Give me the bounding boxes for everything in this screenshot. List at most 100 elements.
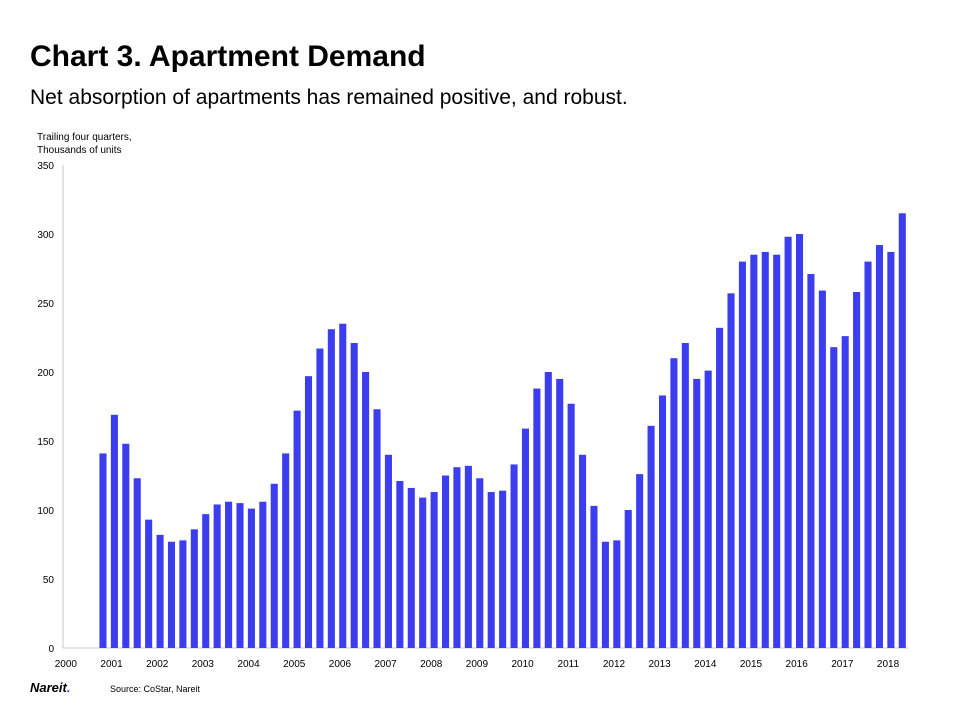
y-tick-label: 100 xyxy=(37,506,54,517)
y-tick-label: 350 xyxy=(37,161,54,172)
x-tick-label: 2015 xyxy=(740,659,763,670)
bar xyxy=(441,475,450,648)
y-axis-unit-label: Trailing four quarters, Thousands of uni… xyxy=(37,131,132,157)
y-axis-unit-line-1: Trailing four quarters, xyxy=(37,132,132,143)
bar xyxy=(681,343,689,648)
x-tick-label: 2004 xyxy=(237,659,260,670)
bar xyxy=(499,490,507,648)
bar xyxy=(225,501,233,648)
bar xyxy=(590,505,598,648)
y-axis: 0 50 100 150 200 250 300 350 xyxy=(37,161,64,655)
bar xyxy=(167,541,176,648)
x-tick-label: 2005 xyxy=(283,659,306,670)
bar xyxy=(875,245,883,649)
x-tick-label: 2012 xyxy=(603,659,626,670)
bar xyxy=(236,503,244,648)
x-axis: 2000 2001 2002 2003 2004 2005 2006 2007 2008 2009… xyxy=(55,647,908,670)
bar xyxy=(773,254,781,648)
bar xyxy=(761,251,769,648)
bar xyxy=(601,541,609,648)
bar xyxy=(887,251,895,648)
bar xyxy=(853,291,861,648)
bar xyxy=(487,492,495,648)
bar xyxy=(898,213,906,649)
bar xyxy=(190,529,198,648)
bar xyxy=(145,519,153,648)
bar xyxy=(544,372,552,648)
bar xyxy=(339,323,347,648)
bar xyxy=(350,343,358,648)
bar xyxy=(670,358,678,648)
x-tick-label: 2008 xyxy=(420,659,443,670)
bar xyxy=(738,261,746,648)
x-tick-label: 2003 xyxy=(192,659,215,670)
y-tick-label: 250 xyxy=(37,299,54,310)
bar xyxy=(784,236,792,648)
bar xyxy=(556,378,564,648)
bar xyxy=(830,347,838,648)
bar xyxy=(282,453,290,648)
bar xyxy=(179,540,187,648)
x-tick-label: 2011 xyxy=(558,659,580,670)
bar xyxy=(693,378,701,648)
page-subtitle: Net absorption of apartments has remaine… xyxy=(30,86,628,109)
x-tick-label: 2016 xyxy=(786,659,809,670)
bar xyxy=(453,467,461,648)
x-tick-label: 2013 xyxy=(649,659,672,670)
logo-text: Nareit xyxy=(30,680,67,695)
x-tick-label: 2010 xyxy=(511,659,534,670)
bar xyxy=(841,336,849,648)
bar xyxy=(122,443,130,648)
bar xyxy=(510,464,518,648)
bar xyxy=(624,510,632,648)
x-tick-label: 2018 xyxy=(877,659,900,670)
bar xyxy=(327,329,335,648)
bar xyxy=(533,388,541,648)
bar xyxy=(373,409,381,648)
bar xyxy=(247,508,255,648)
bar xyxy=(567,403,575,648)
page-title: Chart 3. Apartment Demand xyxy=(30,40,426,73)
bar xyxy=(579,454,587,648)
bar xyxy=(636,474,644,648)
bar xyxy=(795,234,804,648)
x-tick-label: 2014 xyxy=(694,659,717,670)
bar xyxy=(704,370,712,648)
bar xyxy=(99,453,107,648)
x-tick-label: 2007 xyxy=(374,659,397,670)
bar xyxy=(202,514,210,648)
y-tick-label: 150 xyxy=(37,437,54,448)
bar xyxy=(213,504,221,648)
y-tick-label: 200 xyxy=(37,368,54,379)
bar-series xyxy=(99,213,906,649)
bar xyxy=(304,376,313,648)
x-tick-label: 2000 xyxy=(55,659,78,670)
y-tick-label: 50 xyxy=(43,575,55,586)
x-tick-label: 2001 xyxy=(100,659,123,670)
y-axis-unit-line-2: Thousands of units xyxy=(37,145,122,156)
bar xyxy=(521,428,530,648)
bar xyxy=(818,290,826,648)
bar xyxy=(110,414,118,648)
bar xyxy=(316,348,324,648)
nareit-logo: Nareit. xyxy=(30,680,70,695)
bar xyxy=(156,534,164,648)
x-tick-label: 2006 xyxy=(329,659,352,670)
bar xyxy=(270,483,278,648)
bar xyxy=(293,410,301,648)
bar xyxy=(716,327,724,648)
x-tick-label: 2009 xyxy=(466,659,489,670)
source-note: Source: CoStar, Nareit xyxy=(110,684,201,694)
logo-dot: . xyxy=(66,680,71,695)
bar xyxy=(430,492,438,648)
x-tick-label: 2017 xyxy=(831,659,854,670)
bar xyxy=(384,454,392,648)
bar xyxy=(727,293,735,648)
bar xyxy=(464,465,472,648)
bar xyxy=(396,481,404,648)
bar xyxy=(407,487,415,648)
bar xyxy=(647,425,655,648)
bar xyxy=(259,501,267,648)
bar xyxy=(419,497,427,648)
